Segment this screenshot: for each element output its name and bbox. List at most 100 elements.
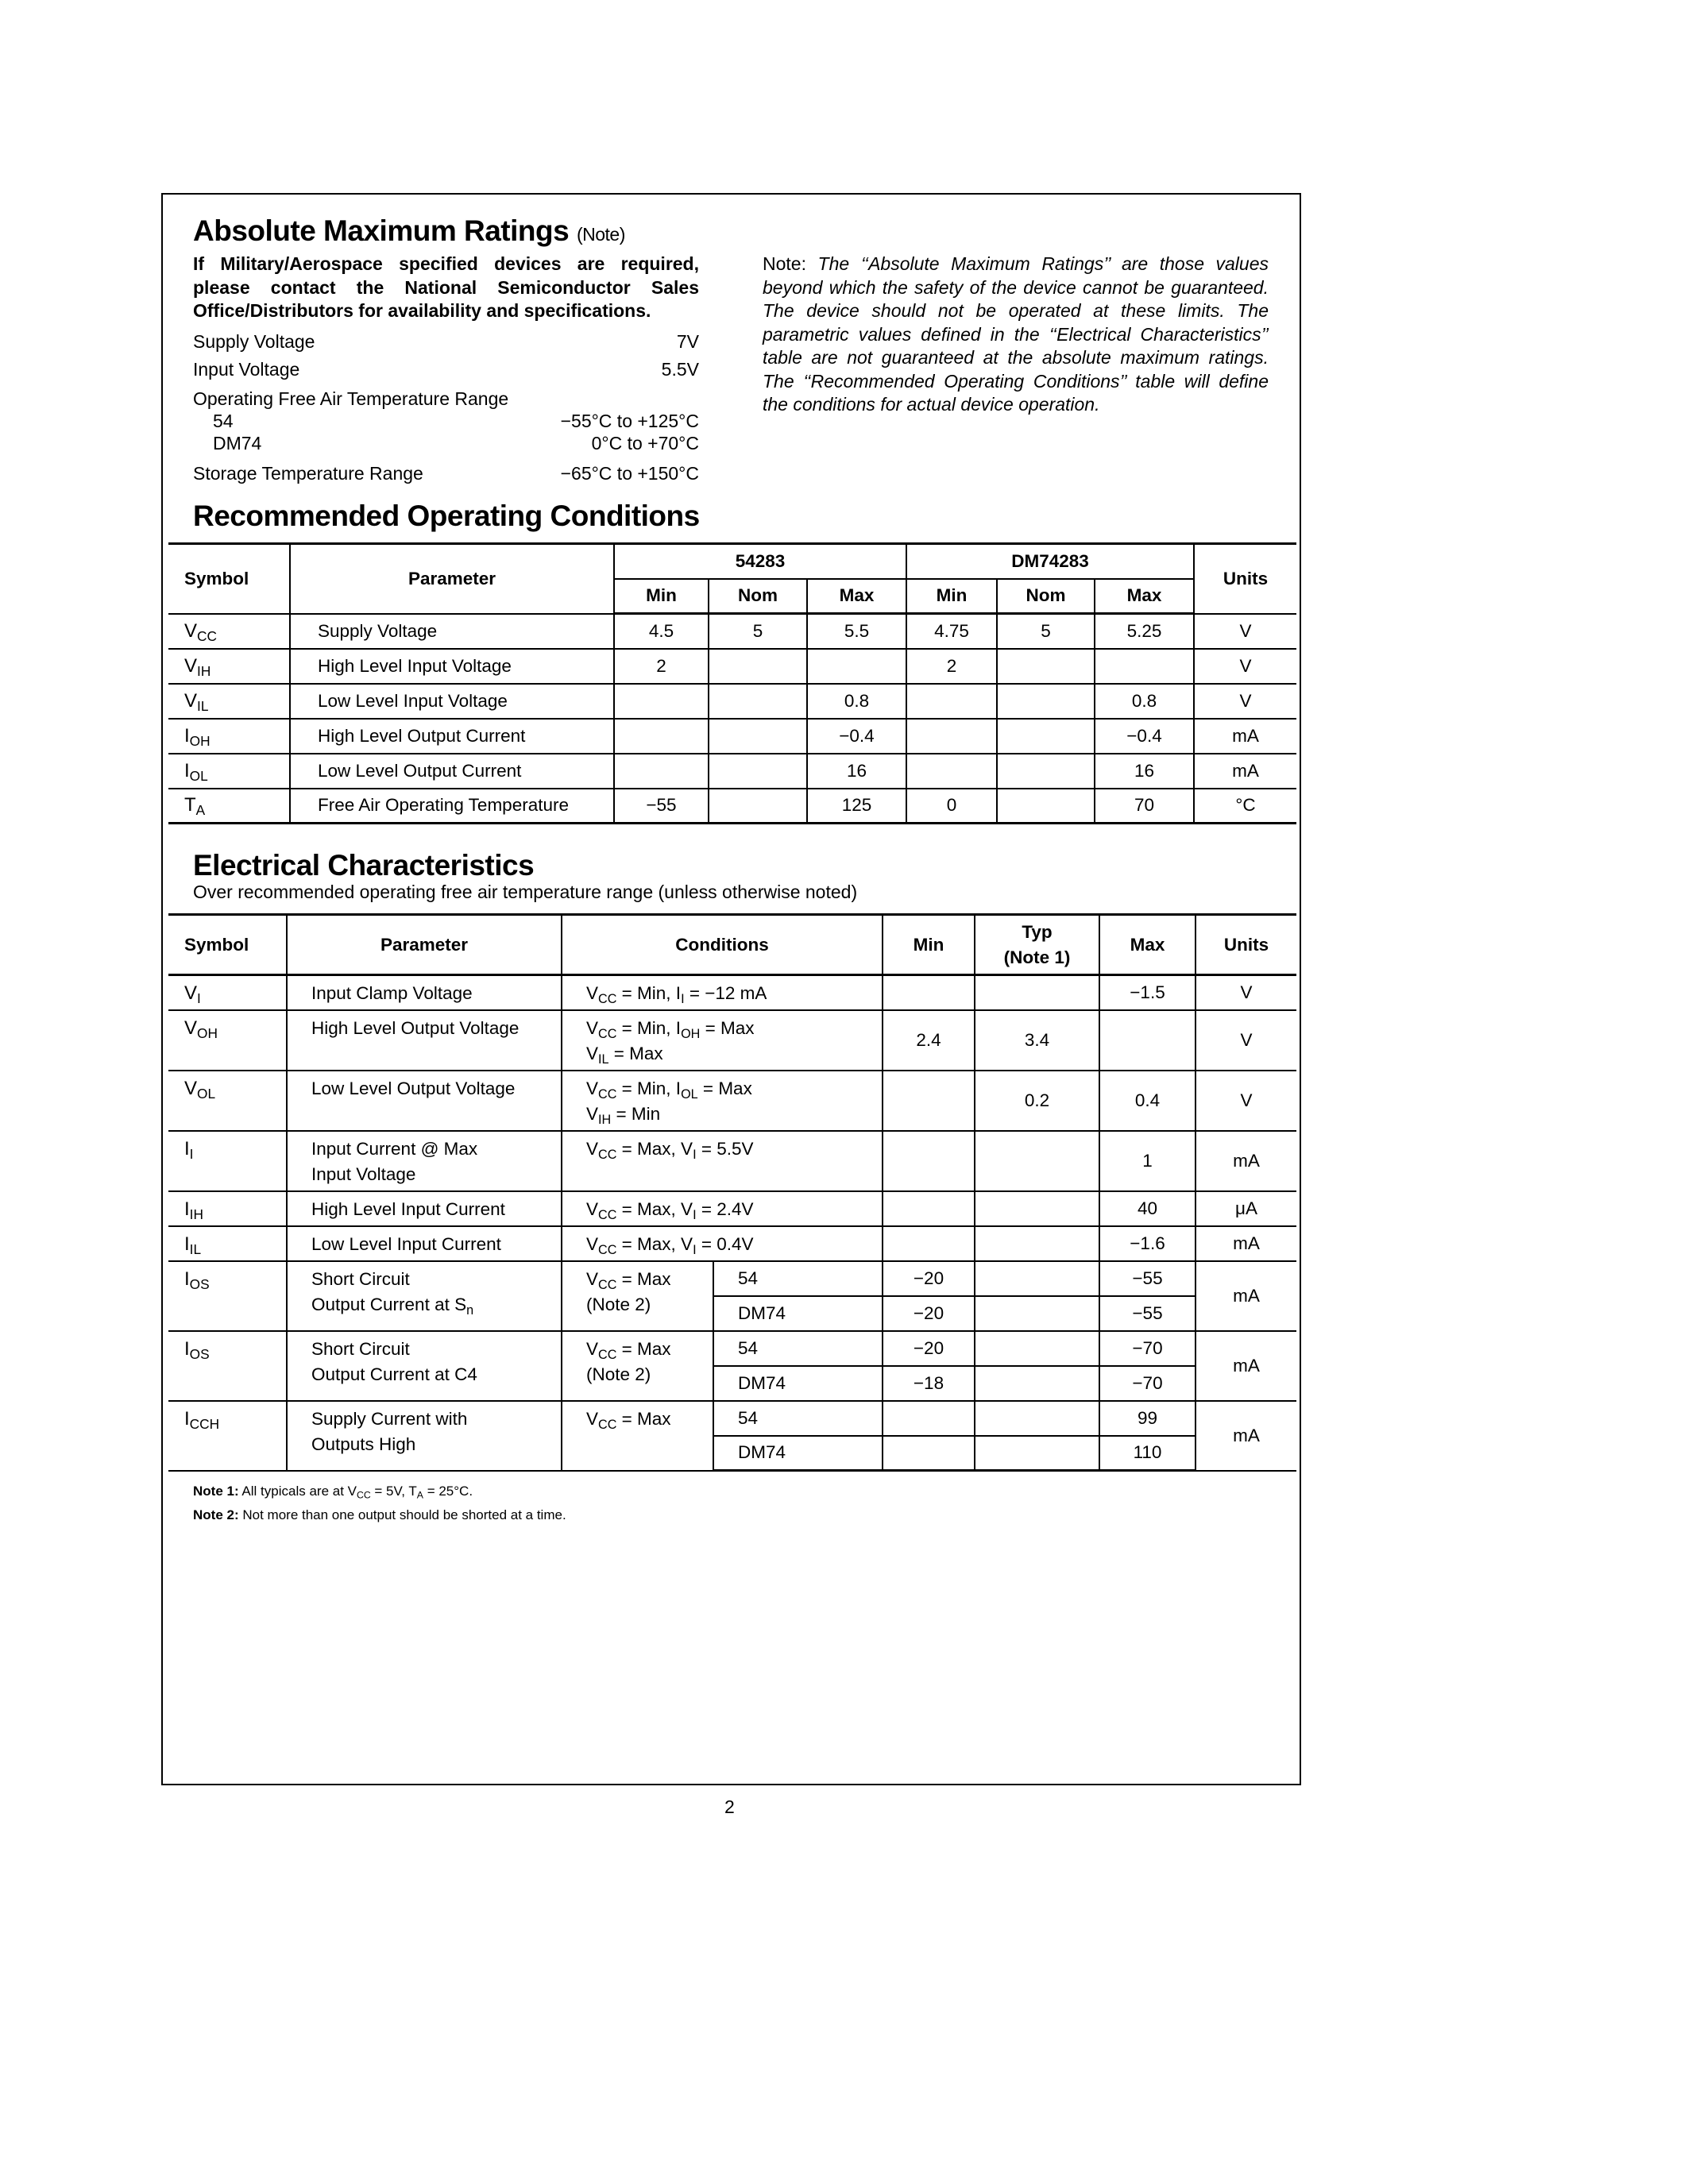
cell-max: 110 [1099,1435,1196,1472]
cell-min [882,1190,976,1227]
cell-units: V [1195,1070,1297,1132]
spec-value: 5.5V [661,359,699,380]
spec-row: Input Voltage 5.5V [193,359,699,380]
roc-title: Recommended Operating Conditions [193,500,700,532]
table-row: ICCH Supply Current with Outputs High VCC =… [168,1400,1297,1472]
cell-value [906,718,998,754]
header-min: Min [882,913,976,976]
cell-units: mA [1195,1400,1297,1472]
cell-value: 0 [906,788,998,824]
cell-value [906,753,998,789]
header-min: Min [614,578,709,615]
cell-conditions: VCC = Min, IOL = Max VIH = Min [560,1070,884,1132]
cell-min [882,1435,976,1472]
header-nom: Nom [996,578,1095,615]
spec-label: Storage Temperature Range [193,463,423,484]
cell-value [906,683,998,720]
table-row: TA Free Air Operating Temperature −55 125 0 7… [168,788,1297,824]
spec-row: Supply Voltage 7V [193,331,699,353]
cell-parameter: Supply Voltage [289,613,615,650]
cell-symbol: VIL [168,683,291,720]
cell-conditions: VCC = Min, IOH = Max VIL = Max [560,1009,884,1071]
cell-min [882,1130,976,1192]
cell-value: 0.8 [806,683,907,720]
cell-value [996,648,1095,685]
spec-label: 54 [213,411,234,431]
cell-units: V [1193,648,1297,685]
spec-label: Supply Voltage [193,331,315,352]
header-parameter: Parameter [289,542,615,615]
cell-max: 40 [1099,1190,1197,1227]
cell-value: 0.8 [1093,683,1196,720]
cell-max: −70 [1099,1365,1196,1402]
cell-symbol: II [168,1130,288,1192]
cell-symbol: VCC [168,613,291,650]
cell-units: mA [1193,753,1297,789]
note-label: Note: [763,253,806,274]
cell-min: −20 [882,1330,976,1367]
roc-table: Symbol Parameter 54283 DM74283 Units Min Nom Ma… [168,542,1297,824]
cell-units: mA [1195,1225,1297,1262]
cell-units: V [1193,683,1297,720]
cell-value [996,788,1095,824]
footnote: Note 2: Not more than one output should … [193,1507,566,1523]
cell-parameter: Supply Current with Outputs High [286,1400,562,1472]
cell-max: −55 [1099,1260,1197,1297]
page-number: 2 [724,1796,735,1817]
ec-title: Electrical Characteristics [193,849,535,882]
cell-value [708,788,808,824]
cell-device: 54 [712,1330,884,1367]
spec-value: 7V [676,331,699,352]
cell-value: 5 [996,613,1095,650]
cell-units: μA [1195,1190,1297,1227]
spec-row: 54 −55°C to +125°C [213,411,699,432]
cell-units: mA [1195,1260,1297,1332]
table-row: IOH High Level Output Current −0.4 −0.4 mA [168,718,1297,754]
cell-parameter: Short Circuit Output Current at Sn [286,1260,562,1332]
table-row: VIH High Level Input Voltage 2 2 V [168,648,1297,685]
cell-units: °C [1193,788,1297,824]
cell-typ: 0.2 [974,1070,1101,1132]
cell-value: 4.75 [906,613,998,650]
spec-row: DM74 0°C to +70°C [213,433,699,454]
cell-value [708,648,808,685]
ec-subtitle: Over recommended operating free air temp… [193,882,858,902]
cell-conditions: VCC = Max, VI = 2.4V [560,1190,884,1227]
cell-parameter: Short Circuit Output Current at C4 [286,1330,562,1402]
cell-device: DM74 [713,1435,884,1472]
table-row: VOL Low Level Output Voltage VCC = Min, IO… [168,1070,1297,1132]
footnote-label: Note 1: [193,1484,239,1499]
table-row: II Input Current @ Max Input Voltage VCC = … [168,1130,1297,1192]
cell-max: −70 [1099,1330,1197,1367]
cell-value: 70 [1093,788,1196,824]
cell-symbol: VI [168,974,288,1011]
cell-value: 5 [708,613,808,650]
cell-typ [974,1295,1101,1332]
cell-min: 2.4 [882,1009,976,1071]
spec-row: Storage Temperature Range −65°C to +150°C [193,463,699,484]
cell-min: −20 [882,1260,976,1297]
table-row: IOS Short Circuit Output Current at Sn VCC … [168,1260,1297,1332]
cell-conditions: VCC = Max (Note 2) [561,1260,714,1332]
cell-parameter: High Level Input Current [286,1190,562,1227]
cell-typ [974,1190,1101,1227]
footnote: Note 1: All typicals are at VCC = 5V, TA… [193,1484,473,1500]
cell-parameter: Low Level Input Voltage [289,683,615,720]
spec-label: Operating Free Air Temperature Range [193,388,509,409]
header-symbol: Symbol [168,542,291,615]
cell-parameter: Low Level Input Current [286,1225,562,1262]
cell-value: 2 [906,648,998,685]
cell-max: 1 [1099,1130,1197,1192]
cell-device: DM74 [713,1295,884,1332]
cell-typ [974,1260,1101,1297]
header-symbol: Symbol [168,913,288,976]
cell-units: mA [1195,1130,1297,1192]
cell-device: 54 [712,1260,884,1297]
cell-typ [974,1130,1101,1192]
cell-parameter: High Level Output Current [289,718,615,754]
cell-min [882,1225,976,1262]
cell-value [708,683,808,720]
cell-conditions: VCC = Max [561,1400,714,1472]
cell-max: −1.6 [1099,1225,1197,1262]
cell-value: 2 [613,648,709,685]
